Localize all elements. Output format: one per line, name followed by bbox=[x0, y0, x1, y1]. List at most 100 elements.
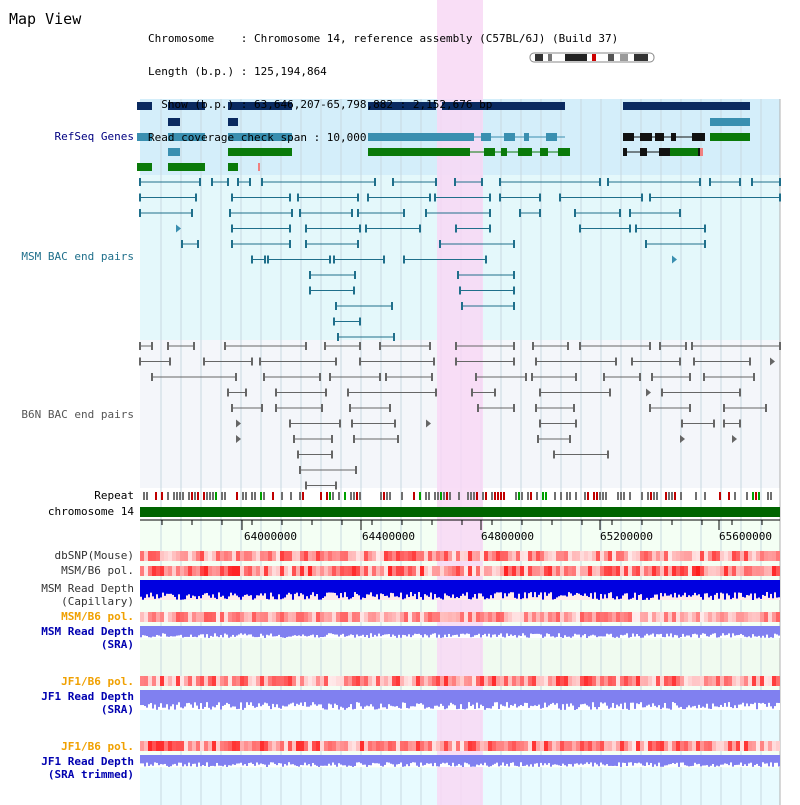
depth-bar[interactable] bbox=[520, 626, 522, 637]
depth-bar[interactable] bbox=[370, 755, 372, 766]
gene-exon[interactable] bbox=[659, 148, 673, 156]
depth-bar[interactable] bbox=[308, 755, 310, 765]
depth-bar[interactable] bbox=[340, 690, 342, 707]
repeat-element[interactable] bbox=[446, 492, 448, 500]
depth-bar[interactable] bbox=[196, 755, 198, 767]
track-label-msm-b6-pol-2[interactable]: MSM/B6 pol. bbox=[61, 610, 134, 623]
depth-bar[interactable] bbox=[712, 755, 714, 764]
gene-exon[interactable] bbox=[655, 133, 664, 141]
depth-bar[interactable] bbox=[750, 626, 752, 638]
depth-bar[interactable] bbox=[674, 755, 676, 764]
depth-bar[interactable] bbox=[322, 580, 324, 598]
depth-bar[interactable] bbox=[490, 755, 492, 767]
depth-bar[interactable] bbox=[278, 690, 280, 708]
repeat-element[interactable] bbox=[359, 492, 361, 500]
depth-bar[interactable] bbox=[744, 580, 746, 598]
depth-bar[interactable] bbox=[328, 580, 330, 593]
depth-bar[interactable] bbox=[260, 755, 262, 764]
depth-bar[interactable] bbox=[388, 690, 390, 705]
depth-bar[interactable] bbox=[292, 626, 294, 636]
depth-bar[interactable] bbox=[282, 626, 284, 638]
depth-bar[interactable] bbox=[598, 626, 600, 637]
depth-bar[interactable] bbox=[602, 626, 604, 637]
depth-bar[interactable] bbox=[426, 580, 428, 596]
depth-bar[interactable] bbox=[360, 580, 362, 600]
depth-bar[interactable] bbox=[290, 626, 292, 637]
depth-bar[interactable] bbox=[304, 626, 306, 636]
depth-bar[interactable] bbox=[744, 626, 746, 637]
repeat-element[interactable] bbox=[575, 492, 577, 500]
repeat-element[interactable] bbox=[503, 492, 505, 500]
repeat-element[interactable] bbox=[443, 492, 445, 500]
depth-bar[interactable] bbox=[186, 580, 188, 596]
depth-bar[interactable] bbox=[182, 690, 184, 709]
depth-bar[interactable] bbox=[436, 690, 438, 706]
depth-bar[interactable] bbox=[276, 690, 278, 705]
depth-bar[interactable] bbox=[716, 626, 718, 638]
depth-bar[interactable] bbox=[686, 580, 688, 598]
depth-bar[interactable] bbox=[496, 580, 498, 593]
depth-bar[interactable] bbox=[500, 755, 502, 766]
depth-bar[interactable] bbox=[420, 580, 422, 598]
depth-bar[interactable] bbox=[676, 626, 678, 636]
depth-bar[interactable] bbox=[756, 690, 758, 710]
depth-bar[interactable] bbox=[710, 690, 712, 709]
depth-bar[interactable] bbox=[264, 626, 266, 638]
depth-bar[interactable] bbox=[172, 626, 174, 637]
repeat-element[interactable] bbox=[161, 492, 163, 500]
bac-end-arrow[interactable] bbox=[732, 435, 737, 443]
depth-bar[interactable] bbox=[536, 626, 538, 634]
depth-bar[interactable] bbox=[472, 626, 474, 637]
depth-bar[interactable] bbox=[612, 580, 614, 599]
depth-bar[interactable] bbox=[530, 690, 532, 706]
depth-bar[interactable] bbox=[770, 626, 772, 638]
repeat-element[interactable] bbox=[617, 492, 619, 500]
depth-bar[interactable] bbox=[566, 755, 568, 767]
depth-bar[interactable] bbox=[590, 580, 592, 594]
depth-bar[interactable] bbox=[688, 580, 690, 596]
depth-bar[interactable] bbox=[468, 755, 470, 765]
depth-bar[interactable] bbox=[420, 690, 422, 704]
depth-bar[interactable] bbox=[620, 755, 622, 767]
depth-bar[interactable] bbox=[378, 755, 380, 764]
depth-bar[interactable] bbox=[278, 755, 280, 764]
depth-bar[interactable] bbox=[402, 690, 404, 703]
depth-bar[interactable] bbox=[348, 690, 350, 708]
depth-bar[interactable] bbox=[422, 580, 424, 600]
depth-bar[interactable] bbox=[596, 626, 598, 638]
depth-bar[interactable] bbox=[254, 755, 256, 766]
depth-bar[interactable] bbox=[488, 626, 490, 634]
depth-bar[interactable] bbox=[506, 755, 508, 764]
depth-bar[interactable] bbox=[166, 690, 168, 705]
depth-bar[interactable] bbox=[442, 690, 444, 706]
depth-bar[interactable] bbox=[268, 690, 270, 706]
depth-bar[interactable] bbox=[280, 580, 282, 600]
depth-bar[interactable] bbox=[746, 690, 748, 704]
depth-bar[interactable] bbox=[278, 626, 280, 635]
depth-bar[interactable] bbox=[370, 580, 372, 593]
depth-bar[interactable] bbox=[174, 580, 176, 597]
depth-bar[interactable] bbox=[512, 690, 514, 706]
depth-bar[interactable] bbox=[244, 626, 246, 634]
depth-bar[interactable] bbox=[510, 626, 512, 635]
depth-bar[interactable] bbox=[426, 690, 428, 708]
depth-bar[interactable] bbox=[552, 580, 554, 600]
depth-bar[interactable] bbox=[670, 626, 672, 634]
depth-bar[interactable] bbox=[750, 580, 752, 594]
depth-bar[interactable] bbox=[304, 690, 306, 703]
depth-bar[interactable] bbox=[498, 580, 500, 593]
depth-bar[interactable] bbox=[568, 580, 570, 593]
depth-bar[interactable] bbox=[316, 755, 318, 766]
depth-bar[interactable] bbox=[444, 580, 446, 594]
depth-bar[interactable] bbox=[512, 626, 514, 636]
depth-bar[interactable] bbox=[522, 755, 524, 767]
depth-bar[interactable] bbox=[508, 755, 510, 767]
depth-bar[interactable] bbox=[702, 626, 704, 634]
depth-bar[interactable] bbox=[546, 690, 548, 708]
repeat-element[interactable] bbox=[521, 492, 523, 500]
depth-bar[interactable] bbox=[146, 755, 148, 763]
depth-bar[interactable] bbox=[506, 626, 508, 634]
depth-bar[interactable] bbox=[248, 690, 250, 705]
depth-bar[interactable] bbox=[282, 690, 284, 706]
depth-bar[interactable] bbox=[578, 690, 580, 708]
